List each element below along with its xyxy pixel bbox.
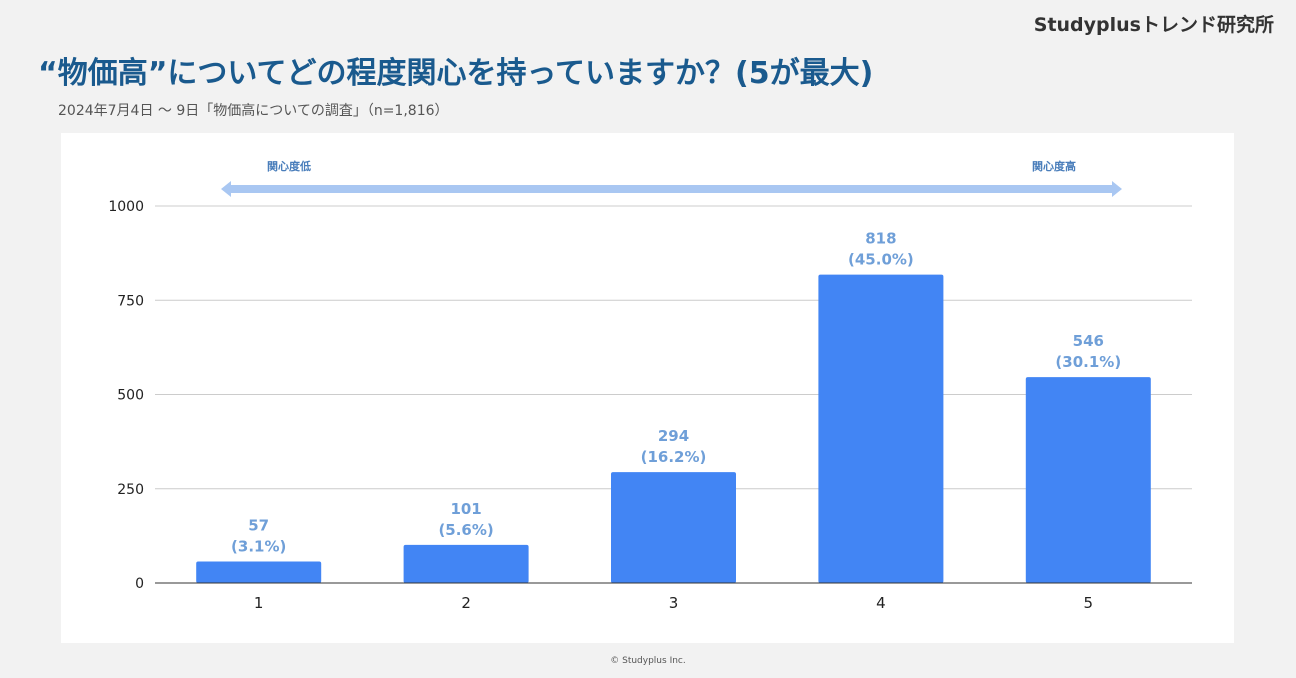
x-tick-label: 2 xyxy=(461,594,471,612)
y-tick-label: 0 xyxy=(135,576,144,592)
brand-logo: Studyplusトレンド研究所 xyxy=(1033,14,1274,36)
bar-chart: 関心度低 関心度高 57 (3.1%) 101 (5.6%) 294 (16.2%) 818… xyxy=(108,159,1192,612)
bar-percent-label: (30.1%) xyxy=(1055,353,1121,371)
bar-value-label: 818 xyxy=(865,230,896,248)
interest-scale-arrow xyxy=(221,181,1122,197)
bar-value-label: 101 xyxy=(450,500,481,518)
y-tick-label: 500 xyxy=(117,388,144,404)
interest-scale: 関心度低 関心度高 xyxy=(221,159,1122,197)
x-tick-label: 5 xyxy=(1084,594,1094,612)
page-title: “物価高”についてどの程度関心を持っていますか？(5が最大) xyxy=(38,56,874,91)
bar-value-label: 57 xyxy=(248,517,269,535)
scale-low-label: 関心度低 xyxy=(267,159,311,173)
bar xyxy=(403,544,529,583)
x-tick-label: 1 xyxy=(254,594,264,612)
y-tick-label: 1000 xyxy=(108,199,144,215)
bar xyxy=(818,274,944,583)
y-tick-label: 750 xyxy=(117,293,144,309)
bar xyxy=(196,561,322,583)
bar xyxy=(1025,377,1151,583)
y-tick-label: 250 xyxy=(117,482,144,498)
bar-value-label: 294 xyxy=(658,427,689,445)
bar-percent-label: (45.0%) xyxy=(848,251,914,269)
survey-subtitle: 2024年7月4日 〜 9日「物価高についての調査」（n=1,816） xyxy=(58,103,449,119)
bar-percent-label: (3.1%) xyxy=(231,538,286,556)
bar-percent-label: (16.2%) xyxy=(641,448,707,466)
bar-percent-label: (5.6%) xyxy=(438,521,493,539)
chart-panel: 関心度低 関心度高 57 (3.1%) 101 (5.6%) 294 (16.2%) 818… xyxy=(61,133,1234,643)
copyright-footer: © Studyplus Inc. xyxy=(610,656,686,666)
bar-value-label: 546 xyxy=(1073,332,1104,350)
axes: 0 250 500 750 1000 1 2 3 4 5 xyxy=(108,199,1192,612)
x-tick-label: 3 xyxy=(669,594,679,612)
bars xyxy=(196,274,1151,583)
scale-high-label: 関心度高 xyxy=(1032,159,1076,173)
bar xyxy=(611,472,736,583)
data-labels: 57 (3.1%) 101 (5.6%) 294 (16.2%) 818 (45.0%) 546… xyxy=(231,230,1121,556)
x-tick-label: 4 xyxy=(876,594,886,612)
